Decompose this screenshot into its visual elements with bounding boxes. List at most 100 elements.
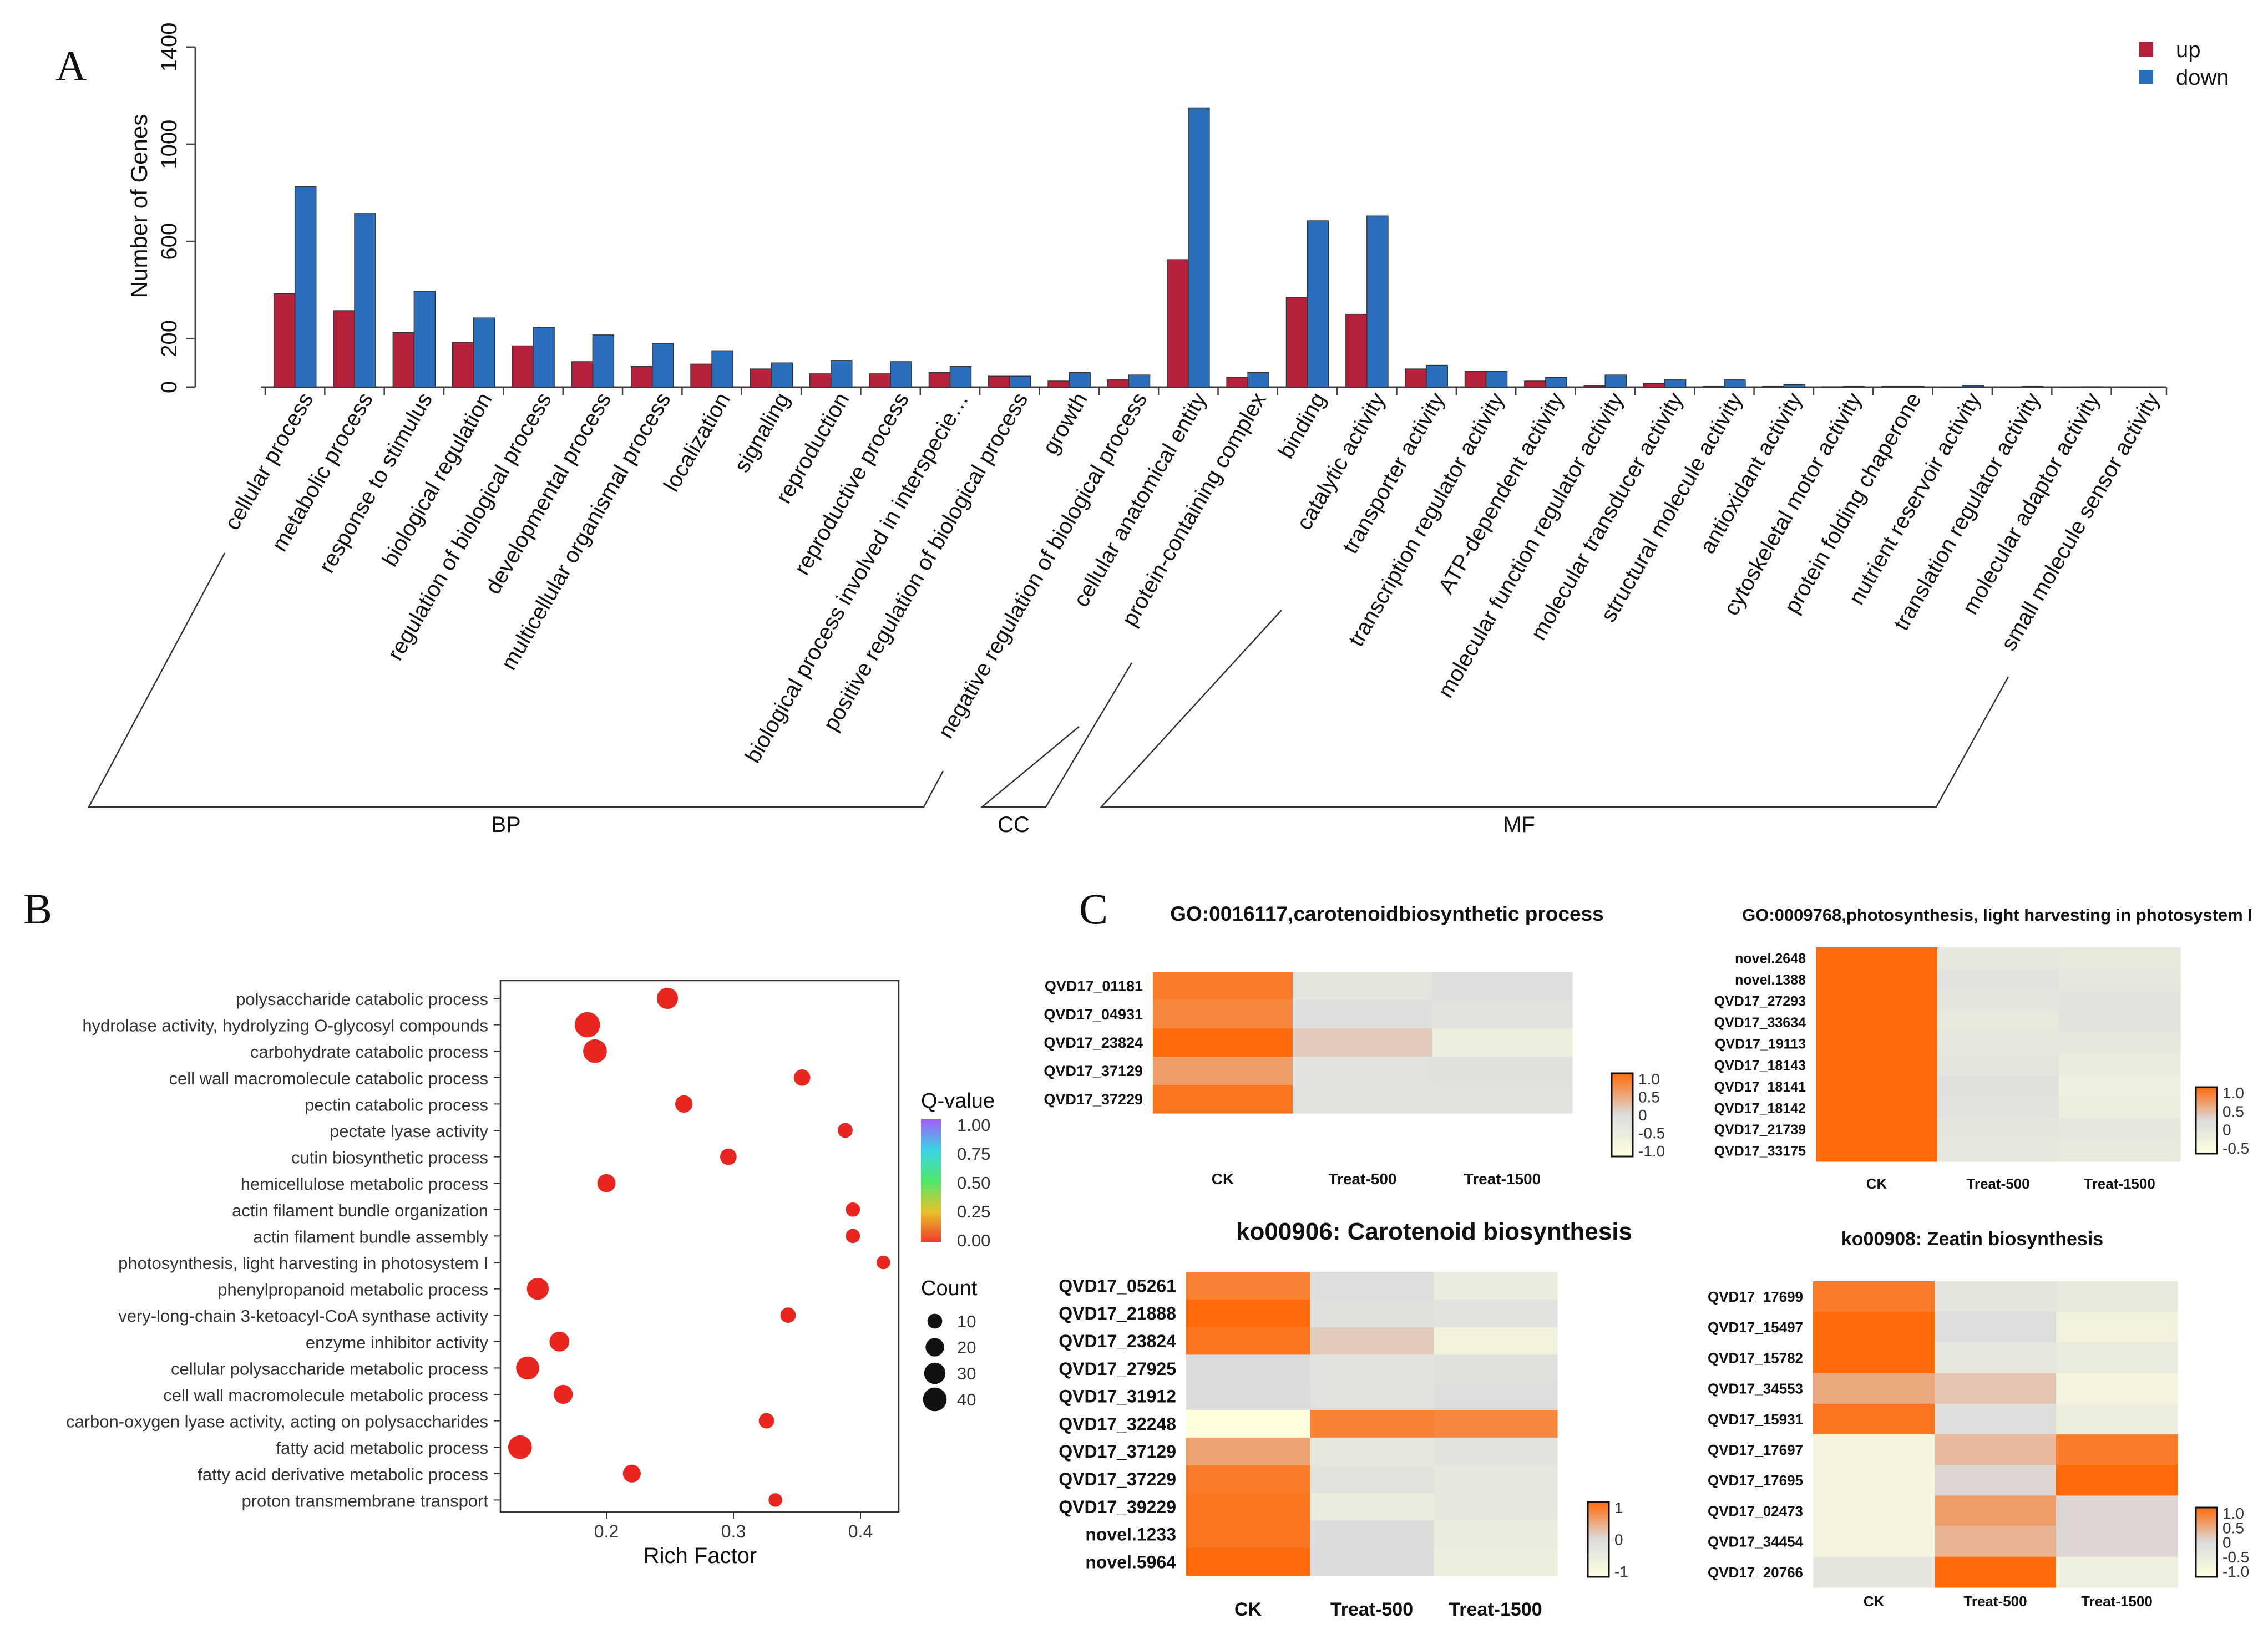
heatmap-row-label: QVD17_18141 [1714, 1079, 1806, 1095]
heatmap-cell [1937, 1033, 2059, 1055]
x-tick-label: binding [1274, 389, 1331, 463]
heatmap-row-label: QVD17_17695 [1708, 1472, 1803, 1489]
heatmap-cell [1310, 1465, 1434, 1493]
bar-down [651, 343, 674, 388]
term-label: cutin biosynthetic process [291, 1148, 488, 1168]
bubble [780, 1307, 796, 1323]
bar-up [690, 363, 712, 388]
term-label: polysaccharide catabolic process [236, 989, 488, 1009]
bar-down [1962, 385, 1984, 388]
heatmap-cell [1816, 1118, 1938, 1140]
bar-up [928, 372, 951, 388]
x-tick-label: reproductive process [789, 389, 914, 580]
bar-down [1069, 372, 1091, 388]
heatmap-cell [1186, 1299, 1310, 1328]
bar-down [1724, 379, 1746, 388]
bar-down [1545, 377, 1567, 388]
heatmap-cell [1434, 1410, 1558, 1438]
heatmap-cell [2056, 1526, 2178, 1557]
bar-down [1188, 107, 1210, 388]
heatmap-3: ko00906: Carotenoid biosynthesis QVD17_05… [1059, 1218, 1632, 1620]
heatmap-cell [1186, 1520, 1310, 1549]
heatmap-cell [1186, 1493, 1310, 1521]
bubble [758, 1413, 774, 1429]
heatmap-row-label: QVD17_34553 [1708, 1381, 1803, 1397]
bar-down [413, 291, 436, 388]
heatmap-cell [1816, 1140, 1938, 1162]
x-tick-label: growth [1038, 389, 1092, 459]
heatmap-title: GO:0016117,carotenoidbiosynthetic proces… [1170, 902, 1603, 925]
x-tick-label: 0.3 [721, 1521, 746, 1541]
heatmap-legend-tick: 0 [1638, 1107, 1647, 1124]
heatmap-column-label: CK [1864, 1593, 1885, 1610]
group-label-bp: BP [491, 813, 520, 837]
panel-letter-a: A [55, 42, 87, 90]
heatmap-column-label: Treat-1500 [2084, 1175, 2155, 1192]
heatmap-cell [2059, 968, 2181, 991]
heatmap-legend-tick: 1.0 [2223, 1084, 2244, 1102]
heatmap-cell [1186, 1272, 1310, 1300]
heatmap-row-label: novel.2648 [1735, 951, 1806, 966]
heatmap-cell [1153, 972, 1293, 1001]
bubble [526, 1277, 549, 1300]
color-legend-tick: 0.50 [957, 1173, 990, 1192]
group-bracket [980, 662, 1133, 808]
y-tick-label: 0 [157, 381, 181, 393]
x-tick-label: 0.2 [594, 1521, 619, 1541]
heatmap-cell [2059, 947, 2181, 970]
heatmap-legend-bar [1611, 1072, 1634, 1158]
heatmap-row-label: QVD17_05261 [1059, 1276, 1176, 1296]
heatmap-cell [1816, 990, 1938, 1012]
heatmap-title: ko00906: Carotenoid biosynthesis [1236, 1218, 1632, 1245]
heatmap-cell [1937, 1075, 2059, 1098]
heatmap-cell [1935, 1526, 2057, 1557]
bubble [574, 1012, 600, 1038]
bar-down [771, 362, 793, 388]
bar-down [1247, 372, 1269, 388]
bubble [656, 987, 679, 1009]
heatmap-cell [2056, 1373, 2178, 1404]
bar-down [1128, 374, 1151, 388]
color-legend-tick: 0.00 [957, 1231, 990, 1250]
heatmap-column-label: Treat-500 [1330, 1599, 1413, 1620]
heatmap-row-label: QVD17_23824 [1044, 1034, 1143, 1051]
heatmap-cell [2059, 1075, 2181, 1098]
heatmap-cell [1293, 972, 1433, 1001]
y-tick-label: 1400 [157, 23, 181, 72]
term-label: hydrolase activity, hydrolyzing O-glycos… [82, 1016, 488, 1036]
heatmap-cell [1310, 1272, 1434, 1300]
heatmap-row-label: QVD17_27925 [1059, 1359, 1176, 1379]
y-tick-label: 600 [157, 223, 181, 260]
legend-label-down: down [2176, 65, 2229, 90]
heatmap-cell [1813, 1403, 1935, 1435]
bar-down [1366, 215, 1389, 388]
heatmap-cell [1937, 990, 2059, 1012]
heatmap-row-label: QVD17_39229 [1059, 1497, 1176, 1517]
heatmap-cell [1310, 1354, 1434, 1383]
bar-up [1107, 379, 1130, 388]
heatmap-legend-tick: 0.5 [2223, 1519, 2244, 1536]
heatmap-cell [2056, 1281, 2178, 1312]
heatmap-cell [2059, 990, 2181, 1012]
bubble [846, 1202, 860, 1217]
term-label: carbon-oxygen lyase activity, acting on … [66, 1412, 488, 1432]
heatmap-row-label: QVD17_04931 [1044, 1006, 1143, 1023]
heatmap-legend-tick: 0.5 [1638, 1089, 1660, 1106]
heatmap-row-label: QVD17_33175 [1714, 1144, 1806, 1159]
term-label: carbohydrate catabolic process [250, 1042, 488, 1062]
heatmap-cell [1310, 1299, 1434, 1328]
bar-up [750, 368, 772, 388]
heatmap-cell [1310, 1548, 1434, 1576]
heatmap-cell [2059, 1140, 2181, 1162]
heatmap-cell [1153, 1000, 1293, 1029]
heatmap-cell [1310, 1493, 1434, 1521]
bar-down [711, 350, 733, 388]
heatmap-column-label: CK [1866, 1175, 1887, 1192]
heatmap-cell [2056, 1465, 2178, 1496]
heatmap-legend-tick: 1.0 [1638, 1070, 1660, 1088]
heatmap-legend-bar [2195, 1086, 2218, 1155]
heatmap-row-label: QVD17_33634 [1714, 1015, 1806, 1031]
heatmap-cell [1434, 1493, 1558, 1521]
term-label: hemicellulose metabolic process [241, 1174, 488, 1194]
